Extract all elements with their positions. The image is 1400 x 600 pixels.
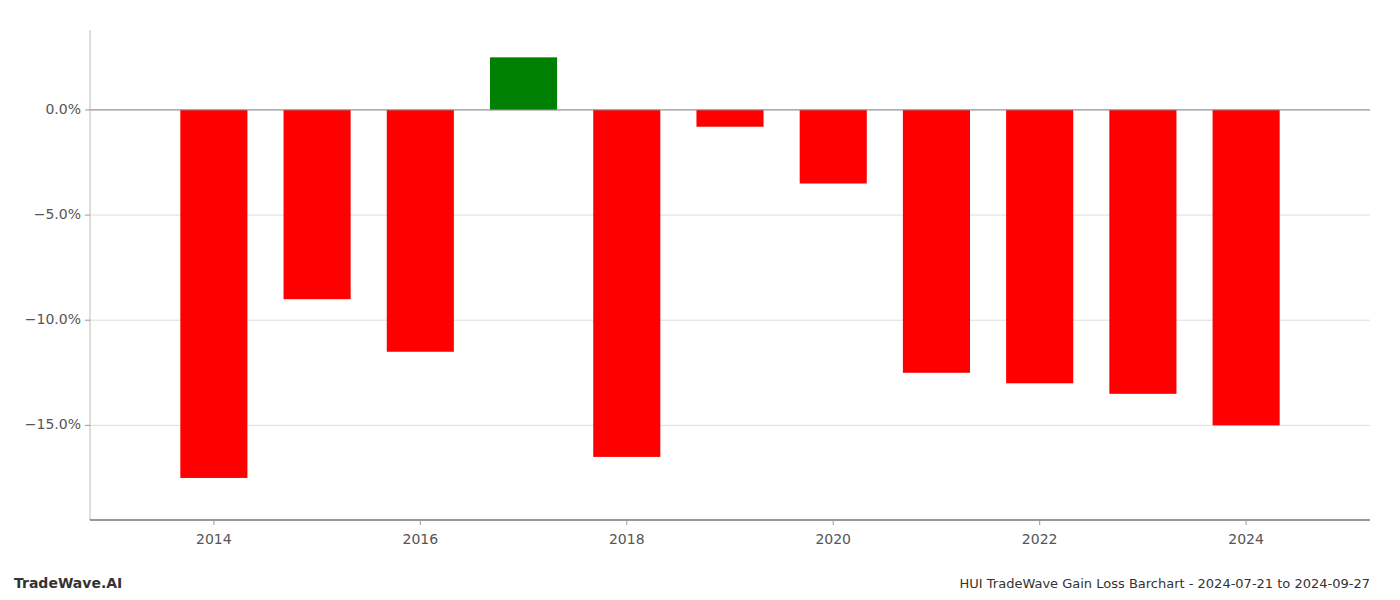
x-tick-label: 2022 — [1022, 531, 1058, 547]
x-tick — [420, 520, 421, 525]
y-tick-label: −5.0% — [34, 206, 81, 222]
bar — [593, 110, 660, 457]
grid — [90, 110, 1370, 425]
grid-line — [90, 215, 1370, 216]
y-axis: 0.0% −5.0% −10.0% −15.0% — [25, 101, 90, 432]
bar — [180, 110, 247, 478]
bar — [1213, 110, 1280, 425]
grid-line — [90, 425, 1370, 426]
x-tick — [833, 520, 834, 525]
x-tick-label: 2024 — [1228, 531, 1264, 547]
x-tick — [213, 520, 214, 525]
background — [0, 0, 1400, 600]
y-tick — [85, 215, 90, 216]
bar — [696, 110, 763, 127]
bar — [903, 110, 970, 373]
x-tick-label: 2018 — [609, 531, 645, 547]
bar — [1109, 110, 1176, 394]
y-tick-label: 0.0% — [45, 101, 81, 117]
y-axis-line — [90, 30, 91, 520]
x-axis: 2014 2016 2018 2020 2022 2024 — [196, 520, 1264, 547]
x-axis-line — [90, 519, 1370, 520]
y-tick — [85, 109, 90, 110]
x-tick-label: 2020 — [815, 531, 851, 547]
bar — [284, 110, 351, 299]
bar — [490, 57, 557, 110]
bar — [387, 110, 454, 352]
title: HUI TradeWave Gain Loss Barchart - 2024-… — [960, 576, 1370, 591]
chart: 0.0% −5.0% −10.0% −15.0% 2014 2016 2018 2020 202… — [0, 0, 1400, 600]
y-tick — [85, 320, 90, 321]
x-tick — [1246, 520, 1247, 525]
x-tick — [626, 520, 627, 525]
bars — [180, 57, 1279, 478]
x-tick — [1039, 520, 1040, 525]
y-tick-label: −15.0% — [25, 416, 81, 432]
zero-line — [90, 109, 1370, 110]
y-tick-label: −10.0% — [25, 311, 81, 327]
bar — [800, 110, 867, 184]
x-tick-label: 2014 — [196, 531, 232, 547]
x-tick-label: 2016 — [403, 531, 439, 547]
grid-line — [90, 109, 1370, 110]
bar — [1006, 110, 1073, 383]
watermark: TradeWave.AI — [14, 575, 122, 591]
grid-line — [90, 320, 1370, 321]
page: {"chart_data": {"type": "bar", "title": … — [0, 0, 1400, 600]
y-tick — [85, 425, 90, 426]
